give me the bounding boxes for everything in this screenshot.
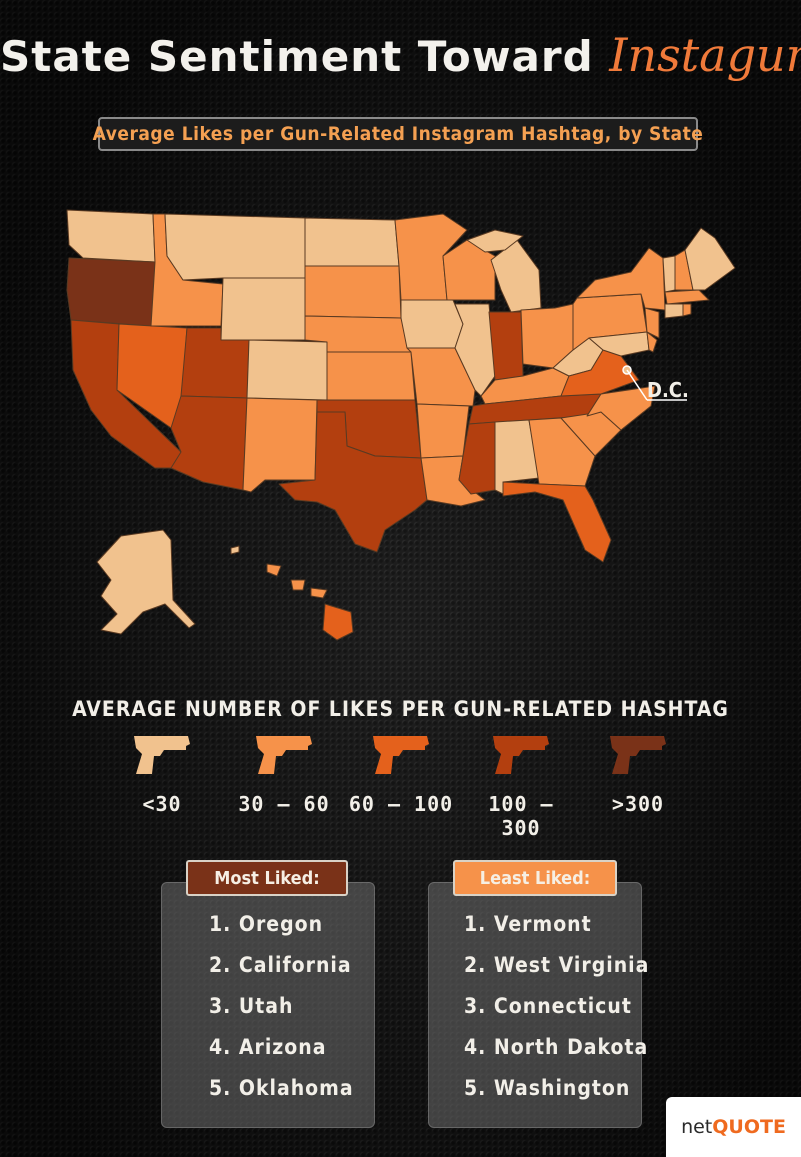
state-oregon: [66, 257, 156, 327]
logo-net: net: [681, 1116, 713, 1138]
state-hawaii-3: [290, 579, 306, 591]
state-new-jersey: [644, 307, 660, 339]
least-liked-heading: Least Liked:: [453, 860, 617, 896]
state-maryland: [588, 331, 650, 357]
pistol-icon: [373, 736, 429, 774]
legend-title: AVERAGE NUMBER OF LIKES PER GUN-RELATED …: [72, 697, 729, 721]
list-item: 3. Connecticut: [464, 994, 632, 1018]
state-delaware: [646, 331, 658, 353]
state-arizona: [170, 395, 248, 491]
state-kansas: [326, 351, 416, 401]
logo-quote: QUOTE: [712, 1116, 786, 1138]
state-washington: [66, 209, 156, 263]
state-north-dakota: [304, 217, 400, 267]
state-texas: [278, 411, 428, 553]
state-florida: [502, 481, 612, 563]
state-alaska: [96, 529, 196, 635]
title-script: Instagun: [609, 28, 801, 82]
state-massachusetts: [664, 289, 710, 305]
state-georgia: [528, 417, 596, 487]
state-rhode-island: [682, 303, 692, 317]
list-item: 1. Oregon: [209, 912, 324, 936]
state-arkansas: [416, 403, 470, 459]
state-hawaii-5: [322, 603, 354, 641]
least-liked-panel: 1. Vermont 2. West Virginia 3. Connectic…: [428, 882, 650, 1128]
state-michigan-upper: [466, 229, 524, 253]
state-colorado: [246, 339, 328, 401]
state-hawaii-2: [266, 563, 282, 577]
most-liked-heading: Most Liked:: [186, 860, 348, 896]
least-liked-list: 1. Vermont 2. West Virginia 3. Connectic…: [428, 882, 650, 1117]
netquote-logo: net QUOTE: [666, 1097, 801, 1157]
legend-item-gt300: >300: [583, 732, 693, 816]
dc-pointer: [626, 369, 648, 401]
pistol-icon: [134, 736, 190, 774]
most-liked-panel: 1. Oregon 2. California 3. Utah 4. Arizo…: [161, 882, 375, 1128]
legend-item-lt30: <30: [107, 732, 217, 816]
page-title: State Sentiment Toward Instagun: [0, 28, 801, 82]
state-connecticut: [664, 303, 684, 319]
legend-label: 30 – 60: [238, 792, 330, 816]
legend-item-60-100: 60 – 100: [346, 732, 456, 816]
list-item: 1. Vermont: [464, 912, 592, 936]
state-hawaii-1: [230, 545, 240, 555]
subtitle-box: Average Likes per Gun-Related Instagram …: [93, 117, 703, 151]
list-item: 3. Utah: [209, 994, 294, 1018]
us-map: [66, 209, 736, 641]
state-wyoming: [220, 277, 306, 341]
state-south-dakota: [304, 265, 402, 319]
state-hawaii-4: [310, 587, 328, 599]
legend-item-30-60: 30 – 60: [229, 732, 339, 816]
dc-label: D.C.: [647, 378, 689, 402]
legend-label: 60 – 100: [348, 792, 454, 816]
legend-label: 100 – 300: [488, 792, 554, 840]
list-item: 2. West Virginia: [464, 953, 650, 977]
state-indiana: [488, 311, 524, 381]
list-item: 4. Arizona: [209, 1035, 327, 1059]
state-montana: [164, 213, 306, 281]
list-item: 4. North Dakota: [464, 1035, 649, 1059]
list-item: 2. California: [209, 953, 352, 977]
state-vermont: [662, 255, 676, 293]
most-liked-list: 1. Oregon 2. California 3. Utah 4. Arizo…: [161, 882, 375, 1117]
list-item: 5. Oklahoma: [209, 1076, 354, 1100]
legend-item-100-300: 100 – 300: [466, 732, 576, 840]
pistol-icon: [256, 736, 312, 774]
pistol-icon: [610, 736, 666, 774]
pistol-icon: [493, 736, 549, 774]
title-main: State Sentiment Toward: [0, 32, 594, 81]
list-item: 5. Washington: [464, 1076, 631, 1100]
state-iowa: [400, 299, 464, 349]
subtitle-text: Average Likes per Gun-Related Instagram …: [92, 123, 704, 145]
legend-label: <30: [142, 792, 182, 816]
state-maine: [684, 227, 736, 291]
legend-label: >300: [611, 792, 665, 816]
state-new-mexico: [242, 397, 318, 493]
